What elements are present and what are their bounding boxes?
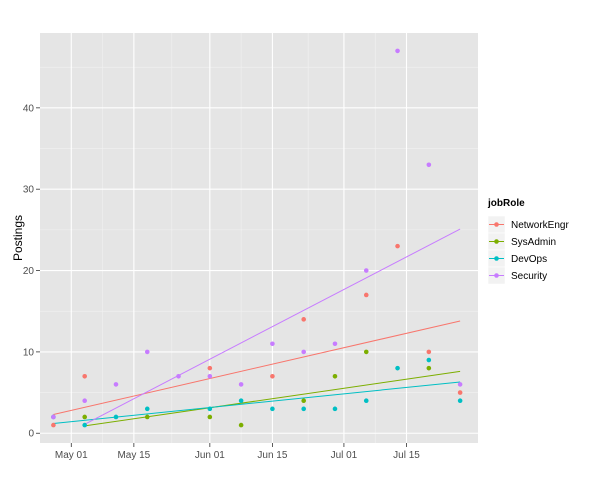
data-point-security	[363, 268, 369, 273]
trend-line-security	[84, 228, 461, 425]
legend: jobRole NetworkEngr SysAdmin DevOps Securit…	[487, 198, 569, 285]
data-point-security	[301, 349, 306, 355]
data-point-sysadmin	[144, 414, 150, 420]
data-point-security	[144, 349, 150, 355]
data-point-security	[395, 48, 400, 54]
data-point-sysadmin	[207, 414, 213, 420]
x-tick-label: Jul 15	[393, 450, 420, 461]
legend-key-point	[494, 239, 499, 244]
legend-key-point	[494, 256, 499, 261]
legend-label: SysAdmin	[511, 237, 556, 248]
y-tick-label: 20	[23, 266, 35, 277]
data-point-sysadmin	[238, 422, 244, 428]
y-axis: 0 10 20 30 40	[23, 103, 40, 440]
data-point-devops	[238, 398, 244, 403]
legend-key-point	[494, 273, 499, 278]
data-point-devops	[113, 414, 119, 420]
data-point-security	[82, 398, 87, 403]
legend-label: NetworkEngr	[511, 220, 569, 231]
data-point-sysadmin	[82, 414, 87, 420]
minor-gridlines	[40, 33, 478, 443]
data-point-devops	[270, 406, 275, 412]
y-tick-label: 40	[23, 103, 35, 114]
data-point-networkengr	[363, 292, 369, 298]
data-point-devops	[395, 365, 400, 371]
data-point-security	[270, 341, 275, 347]
data-points	[51, 48, 463, 428]
data-point-security	[332, 341, 338, 347]
data-point-devops	[363, 398, 369, 403]
data-point-devops	[426, 357, 432, 363]
trend-line-devops	[53, 381, 461, 424]
data-point-networkengr	[207, 365, 213, 371]
data-point-networkengr	[51, 422, 56, 428]
data-point-networkengr	[82, 373, 87, 379]
x-tick-label: Jun 15	[257, 450, 287, 461]
trend-lines	[53, 228, 461, 427]
data-point-networkengr	[301, 317, 306, 322]
x-tick-label: Jun 01	[195, 450, 225, 461]
data-point-devops	[207, 406, 213, 412]
data-point-sysadmin	[332, 373, 338, 379]
major-gridlines	[40, 33, 478, 443]
data-point-sysadmin	[363, 349, 369, 355]
data-point-networkengr	[270, 373, 275, 379]
plot-panel	[40, 33, 478, 443]
data-point-devops	[301, 406, 306, 412]
data-point-networkengr	[457, 390, 463, 395]
data-point-networkengr	[426, 349, 432, 355]
data-point-devops	[332, 406, 338, 412]
legend-label: Security	[511, 271, 547, 282]
y-tick-label: 0	[28, 429, 34, 440]
legend-label: DevOps	[511, 254, 547, 265]
data-point-devops	[144, 406, 150, 412]
legend-key-point	[494, 222, 499, 227]
trend-line-networkengr	[53, 320, 461, 416]
y-tick-label: 10	[23, 347, 35, 358]
data-point-networkengr	[395, 243, 400, 249]
x-tick-label: May 01	[55, 450, 88, 461]
data-point-security	[457, 382, 463, 387]
data-point-security	[113, 382, 119, 387]
data-point-security	[426, 162, 432, 168]
data-point-security	[238, 382, 244, 387]
data-point-security	[207, 373, 213, 379]
data-point-sysadmin	[426, 365, 432, 371]
y-axis-label: Postings	[11, 215, 25, 261]
y-tick-label: 30	[23, 185, 35, 196]
data-point-devops	[82, 422, 87, 428]
data-point-devops	[457, 398, 463, 403]
x-tick-label: Jul 01	[331, 450, 358, 461]
data-point-sysadmin	[301, 398, 306, 403]
x-tick-label: May 15	[117, 450, 150, 461]
data-point-security	[176, 373, 181, 379]
legend-title: jobRole	[487, 198, 525, 209]
data-point-security	[51, 414, 56, 420]
x-axis: May 01 May 15 Jun 01 Jun 15 Jul 01 Jul 15	[55, 443, 420, 461]
legend-keys: NetworkEngr SysAdmin DevOps Security	[487, 215, 569, 285]
